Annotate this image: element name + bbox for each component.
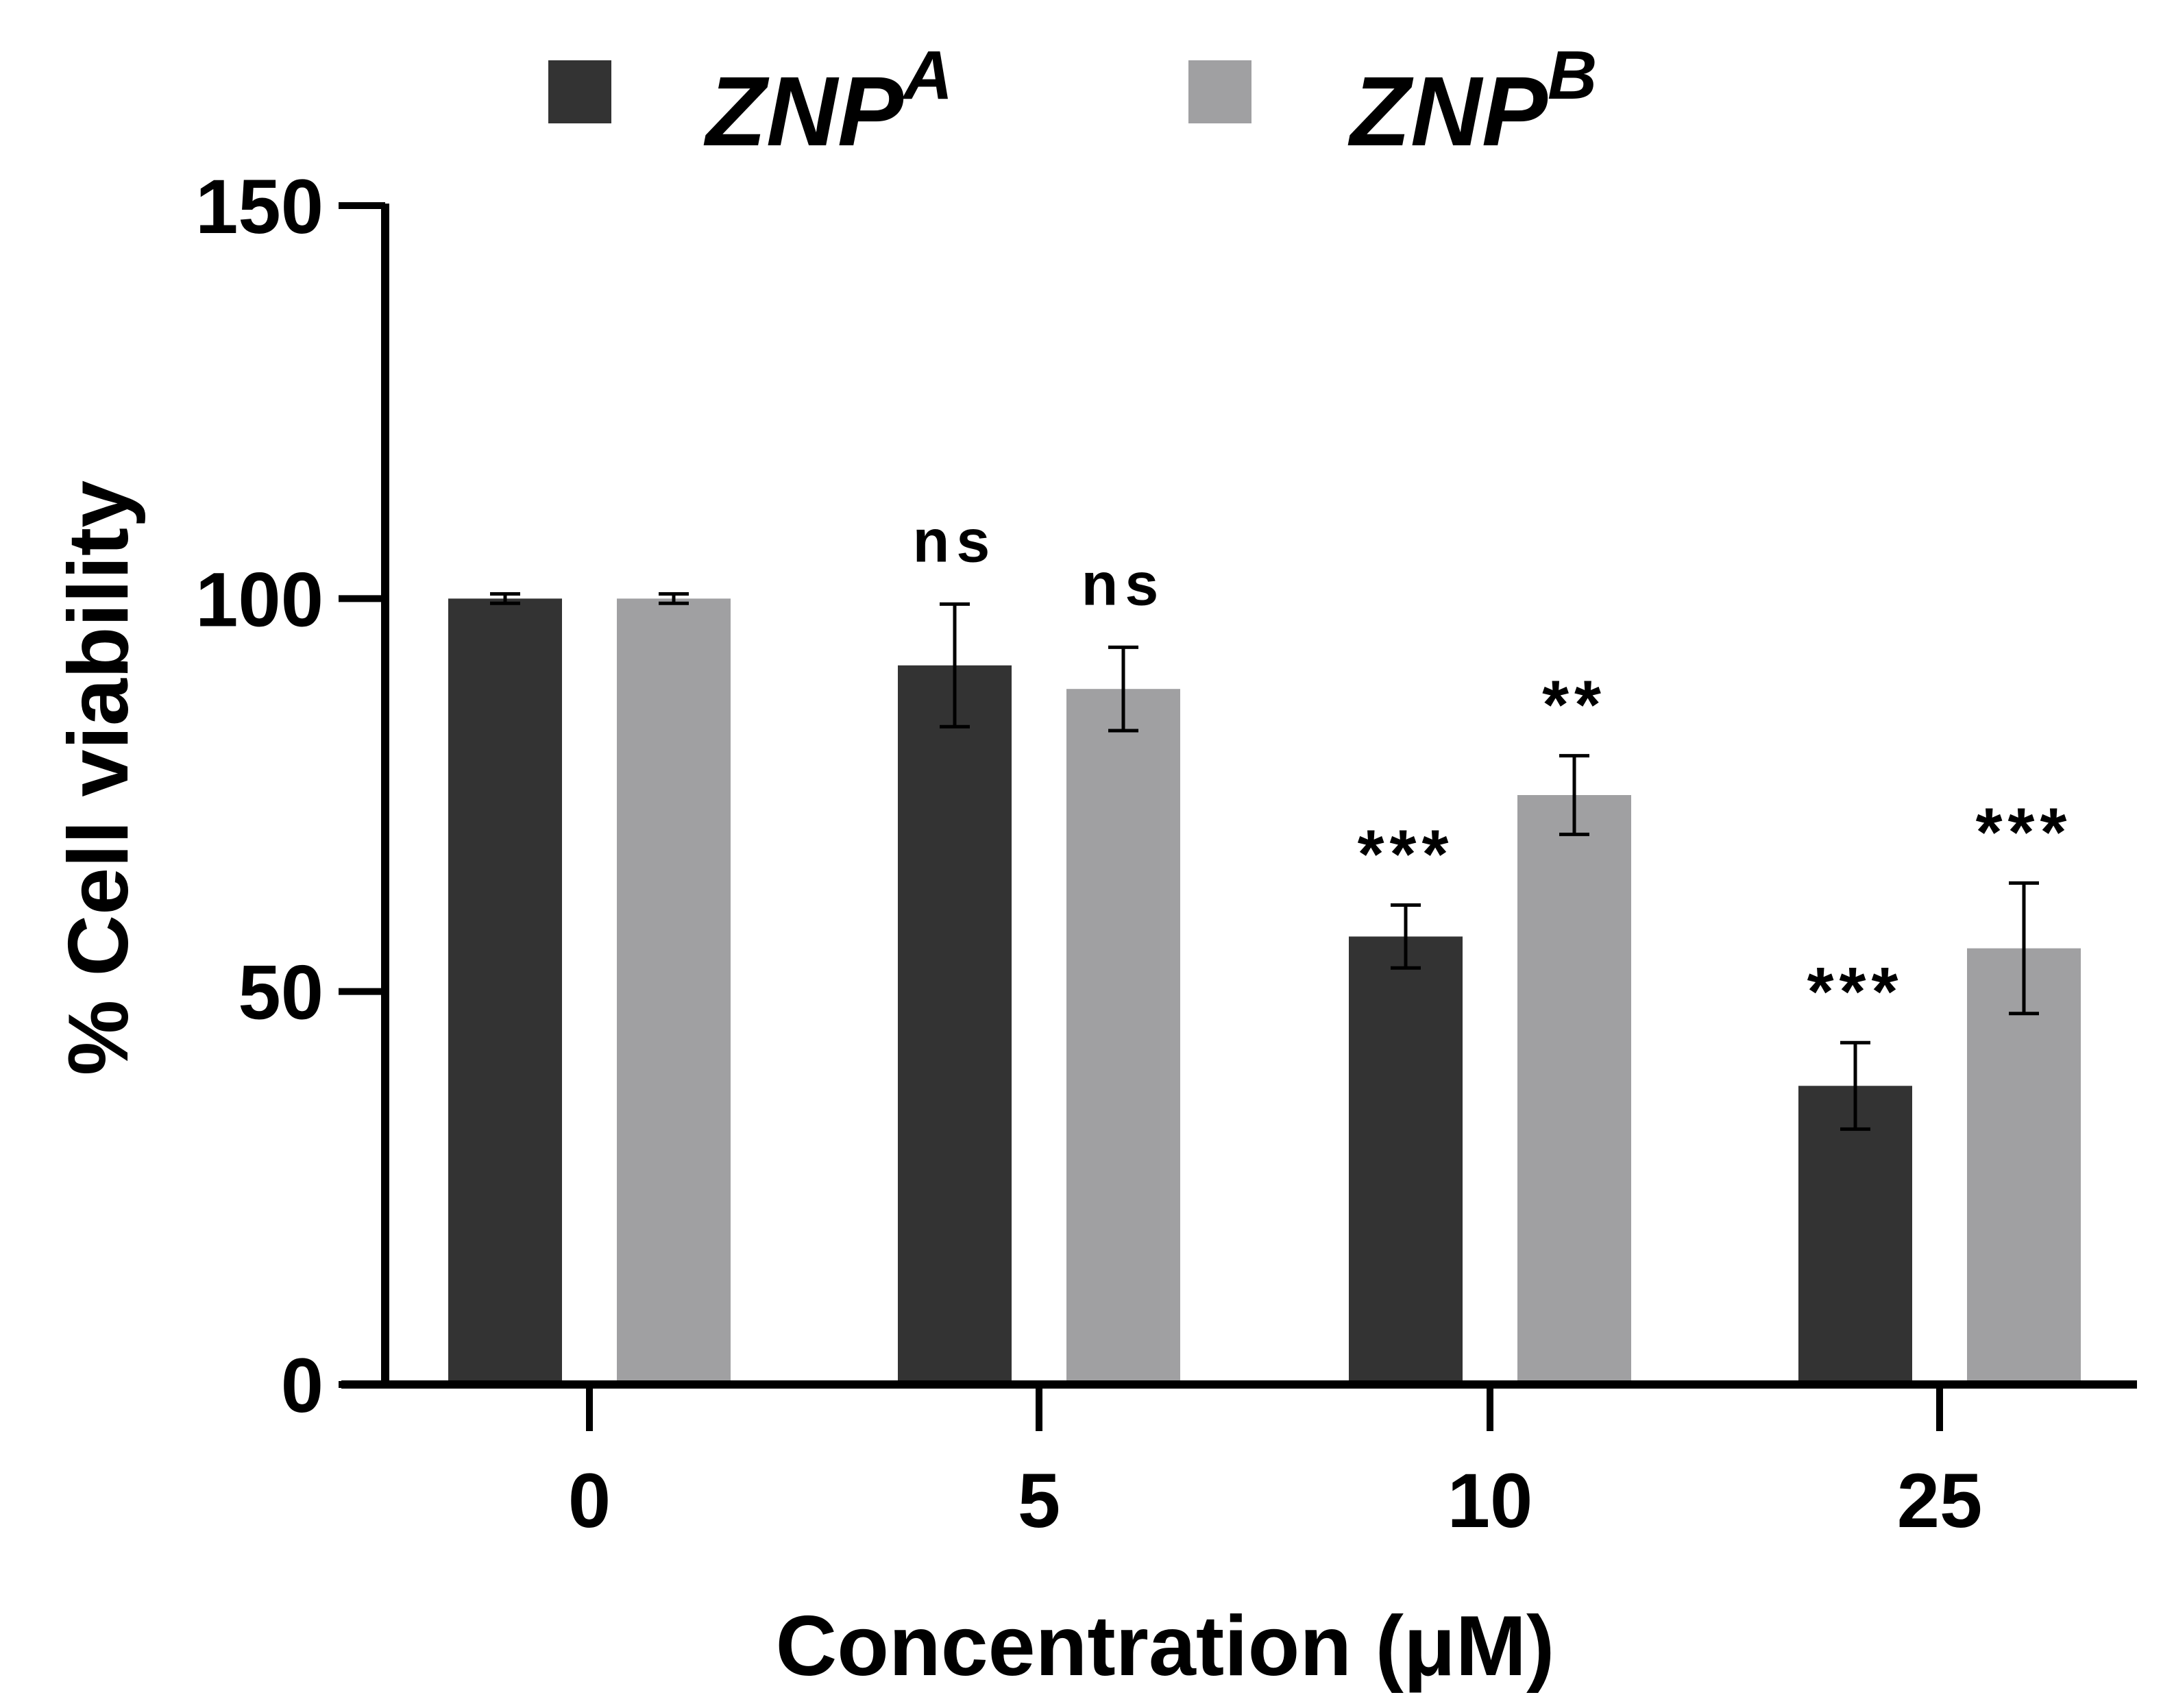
legend-label-series-1: ZNPA bbox=[703, 37, 953, 167]
bar-series-2-25 bbox=[1967, 948, 2081, 1384]
significance-label-series-1-5: ns bbox=[913, 507, 997, 574]
y-tick-label-0: 0 bbox=[281, 1343, 323, 1428]
legend-swatch-series-1 bbox=[548, 60, 611, 123]
legend-swatch-series-2 bbox=[1188, 60, 1251, 123]
bar-series-1-10 bbox=[1349, 936, 1463, 1384]
y-axis-label: % Cell viability bbox=[51, 480, 146, 1075]
x-tick-label-25: 25 bbox=[1897, 1458, 1983, 1544]
y-tick-label-100: 100 bbox=[195, 557, 323, 642]
significance-label-series-1-10: *** bbox=[1358, 816, 1454, 893]
significance-label-series-1-25: *** bbox=[1807, 953, 1904, 1030]
x-tick-label-0: 0 bbox=[568, 1458, 611, 1544]
bar-series-1-0 bbox=[448, 598, 562, 1385]
y-tick-label-50: 50 bbox=[238, 950, 323, 1036]
legend-label-series-2: ZNPB bbox=[1347, 37, 1597, 167]
bar-series-2-10 bbox=[1517, 795, 1631, 1384]
significance-label-series-2-5: ns bbox=[1082, 550, 1166, 618]
x-tick-label-5: 5 bbox=[1018, 1458, 1060, 1544]
significance-label-series-2-10: ** bbox=[1542, 667, 1607, 744]
significance-label-series-2-25: *** bbox=[1976, 794, 2073, 870]
bar-series-2-5 bbox=[1066, 689, 1180, 1384]
y-tick-label-150: 150 bbox=[195, 164, 323, 249]
x-axis-label: Concentration (μM) bbox=[776, 1599, 1555, 1694]
x-tick-label-10: 10 bbox=[1448, 1458, 1533, 1544]
bar-series-2-0 bbox=[617, 598, 731, 1385]
legend: ZNPA ZNPB bbox=[548, 37, 1597, 167]
bar-series-1-5 bbox=[898, 665, 1012, 1384]
bar-series-1-25 bbox=[1798, 1086, 1912, 1384]
